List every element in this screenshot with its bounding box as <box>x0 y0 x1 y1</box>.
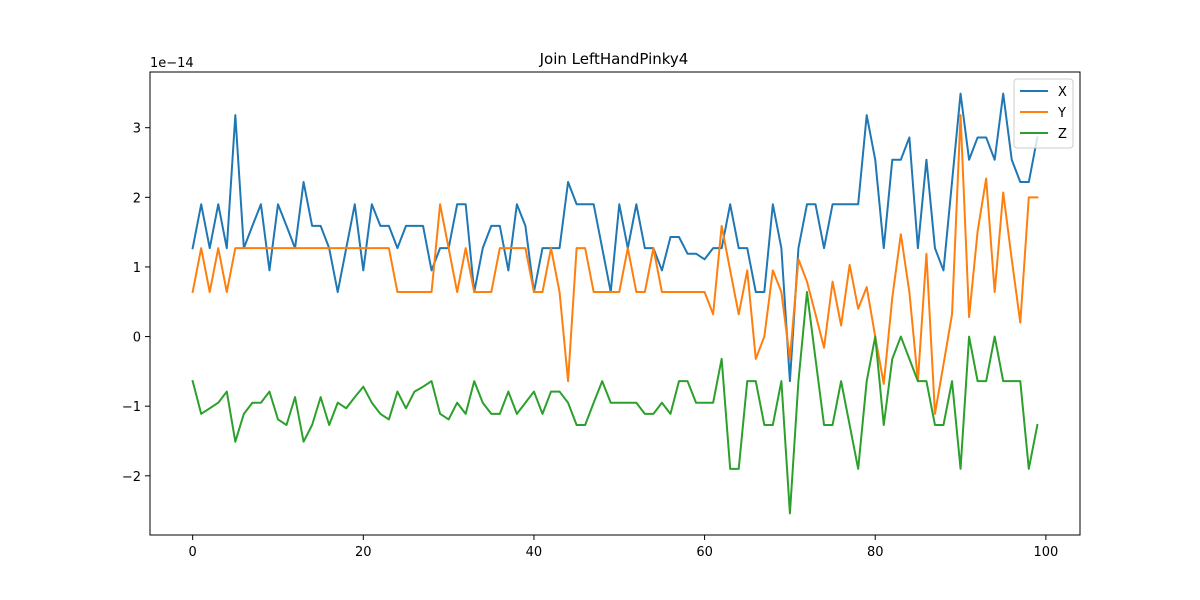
y-axis-offset-label: 1e−14 <box>150 56 194 71</box>
chart-title: Join LeftHandPinky4 <box>539 50 689 68</box>
legend-label-z: Z <box>1058 127 1067 142</box>
series-line-x <box>191 92 1039 383</box>
y-tick-label: −1 <box>122 400 141 415</box>
legend-label-x: X <box>1058 85 1067 100</box>
y-tick-label: 1 <box>133 261 141 276</box>
x-tick-label: 100 <box>1033 545 1058 560</box>
x-tick-label: 0 <box>189 545 197 560</box>
series-line-y <box>191 114 1039 415</box>
x-tick-label: 60 <box>696 545 713 560</box>
axes: 0 20 40 60 80 100 −2 −1 0 1 2 3 <box>122 71 1081 560</box>
x-tick-label: 40 <box>526 545 543 560</box>
x-tick-label: 80 <box>867 545 884 560</box>
y-tick-label: 2 <box>133 191 141 206</box>
x-tick-label: 20 <box>355 545 372 560</box>
axes-frame <box>149 71 1081 536</box>
y-tick-label: 0 <box>133 331 141 346</box>
legend: XYZ <box>1013 78 1074 149</box>
legend-box <box>1013 78 1074 149</box>
y-tick-label: 3 <box>133 122 141 137</box>
plot-area <box>191 92 1039 515</box>
y-tick-label: −2 <box>122 470 141 485</box>
legend-label-y: Y <box>1057 106 1066 121</box>
series-line-z <box>191 291 1039 515</box>
